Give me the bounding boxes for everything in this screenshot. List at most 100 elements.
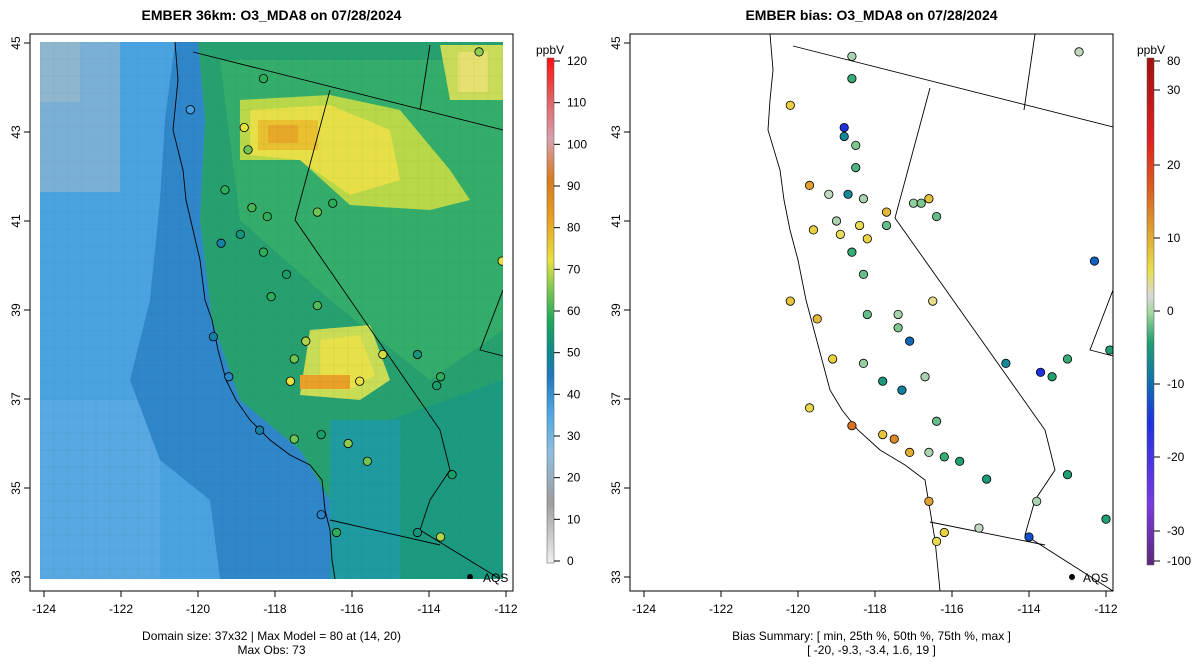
bias-point [1032, 496, 1042, 506]
bias-point [974, 523, 984, 533]
obs-point [435, 372, 446, 382]
lon-tick-label: -120 [786, 602, 810, 616]
colorbar-left-tick-label: 80 [567, 221, 581, 235]
obs-point [266, 292, 276, 302]
bias-point [1089, 256, 1100, 266]
bias-point [955, 456, 965, 466]
colorbar-left-tick-label: 20 [567, 471, 581, 485]
bias-point [1062, 470, 1073, 480]
lon-tick-label: -124 [632, 602, 656, 616]
lon-tick-label: -114 [1017, 602, 1040, 616]
colorbar-left-tick-label: 0 [567, 554, 574, 568]
obs-point [432, 381, 442, 391]
colorbar-right-unit: ppbV [1137, 43, 1166, 57]
bias-point [1001, 358, 1011, 368]
obs-point [435, 532, 446, 542]
bias-map-background [630, 34, 1113, 591]
colorbar-right-tick-label: -10 [1167, 377, 1185, 391]
bias-point [862, 309, 872, 320]
bias-point [847, 51, 857, 61]
bias-point [939, 452, 949, 462]
bias-point [831, 216, 842, 226]
obs-point [328, 198, 338, 208]
obs-point [239, 122, 249, 133]
colorbar-right [1146, 57, 1155, 566]
obs-point [343, 438, 353, 449]
colorbar-left-tick-label: 100 [567, 137, 587, 151]
lat-tick-label: 37 [9, 392, 23, 406]
bias-point [897, 385, 907, 395]
colorbar-left-tick-label: 40 [567, 387, 581, 401]
obs-point [258, 247, 269, 257]
bias-point [920, 372, 930, 382]
bias-point [851, 140, 861, 150]
obs-point [301, 336, 311, 346]
obs-point [289, 434, 299, 444]
obs-point [224, 372, 234, 382]
right-axes: -124 -122 -120 -118 -116 -114 -112 33 35 37 39 41 43… [609, 36, 1118, 616]
lon-tick-label: -116 [340, 602, 363, 616]
obs-point [412, 527, 423, 538]
max-obs: Max Obs: 73 [237, 643, 306, 657]
bias-point [858, 194, 869, 204]
colorbar-left-tick-label: 50 [567, 346, 581, 360]
bias-point [858, 358, 869, 368]
colorbar-left-tick-label: 30 [567, 429, 581, 443]
colorbar-right-tick-label: 0 [1167, 304, 1174, 318]
lat-tick-label: 39 [9, 303, 23, 317]
domain-summary: Domain size: 37x32 | Max Model = 80 at (… [142, 629, 401, 643]
left-footer: Domain size: 37x32 | Max Model = 80 at (… [40, 629, 503, 657]
obs-point [185, 105, 195, 115]
colorbar-left-tick-label: 90 [567, 179, 581, 193]
obs-point [289, 354, 299, 364]
colorbar-left-tick-label: 10 [567, 512, 581, 526]
bias-point [1047, 372, 1057, 382]
obs-point [331, 527, 342, 538]
lat-tick-label: 43 [609, 125, 623, 139]
bias-point [843, 189, 853, 199]
bias-point [931, 416, 942, 426]
obs-point [208, 332, 218, 342]
colorbar-right-tick-label: 30 [1167, 83, 1181, 97]
lat-tick-label: 39 [609, 303, 623, 317]
lat-tick-label: 33 [609, 570, 623, 584]
bias-point [916, 198, 926, 208]
bias-point [862, 234, 872, 244]
bias-summary-label: Bias Summary: [ min, 25th %, 50th %, 75t… [732, 629, 1011, 643]
bias-point [924, 194, 934, 204]
obs-point [447, 470, 457, 480]
lon-tick-label: -118 [863, 602, 886, 616]
bias-point [893, 309, 903, 320]
bias-point [847, 247, 857, 257]
bias-point [785, 100, 795, 110]
left-axes: -124 -122 -120 -118 -116 -114 -112 33 35 37 39 41 43… [9, 36, 518, 616]
bias-point [878, 429, 888, 440]
bias-point [854, 220, 865, 231]
lon-tick-label: -120 [186, 602, 210, 616]
bias-point [931, 536, 942, 547]
bias-point [1101, 514, 1111, 524]
lon-tick-label: -114 [417, 602, 440, 616]
right-plot-frame [629, 33, 1114, 592]
colorbar-right-ticks: 80 30 20 10 0 -10 -20 -30 -100 [1154, 54, 1191, 568]
bias-point [808, 225, 819, 235]
obs-point [262, 211, 272, 222]
bias-point [851, 163, 861, 173]
obs-point [316, 510, 326, 520]
bias-summary-values: [ -20, -9.3, -3.4, 1.6, 19 ] [807, 643, 936, 657]
bias-point [858, 269, 869, 279]
bias-point [881, 207, 892, 217]
obs-point [216, 238, 226, 248]
bias-point [1035, 367, 1046, 377]
left-map-title: EMBER 36km: O3_MDA8 on 07/28/2024 [141, 7, 402, 23]
bias-point [924, 447, 934, 457]
obs-point [255, 425, 265, 435]
lon-tick-label: -112 [494, 602, 517, 616]
lat-tick-label: 35 [609, 481, 623, 495]
bias-point [847, 421, 857, 431]
aqs-label-right: AQS [1083, 571, 1108, 585]
obs-point [281, 269, 292, 279]
bias-point [828, 354, 838, 364]
lon-tick-label: -122 [709, 602, 733, 616]
bias-point [982, 474, 992, 484]
